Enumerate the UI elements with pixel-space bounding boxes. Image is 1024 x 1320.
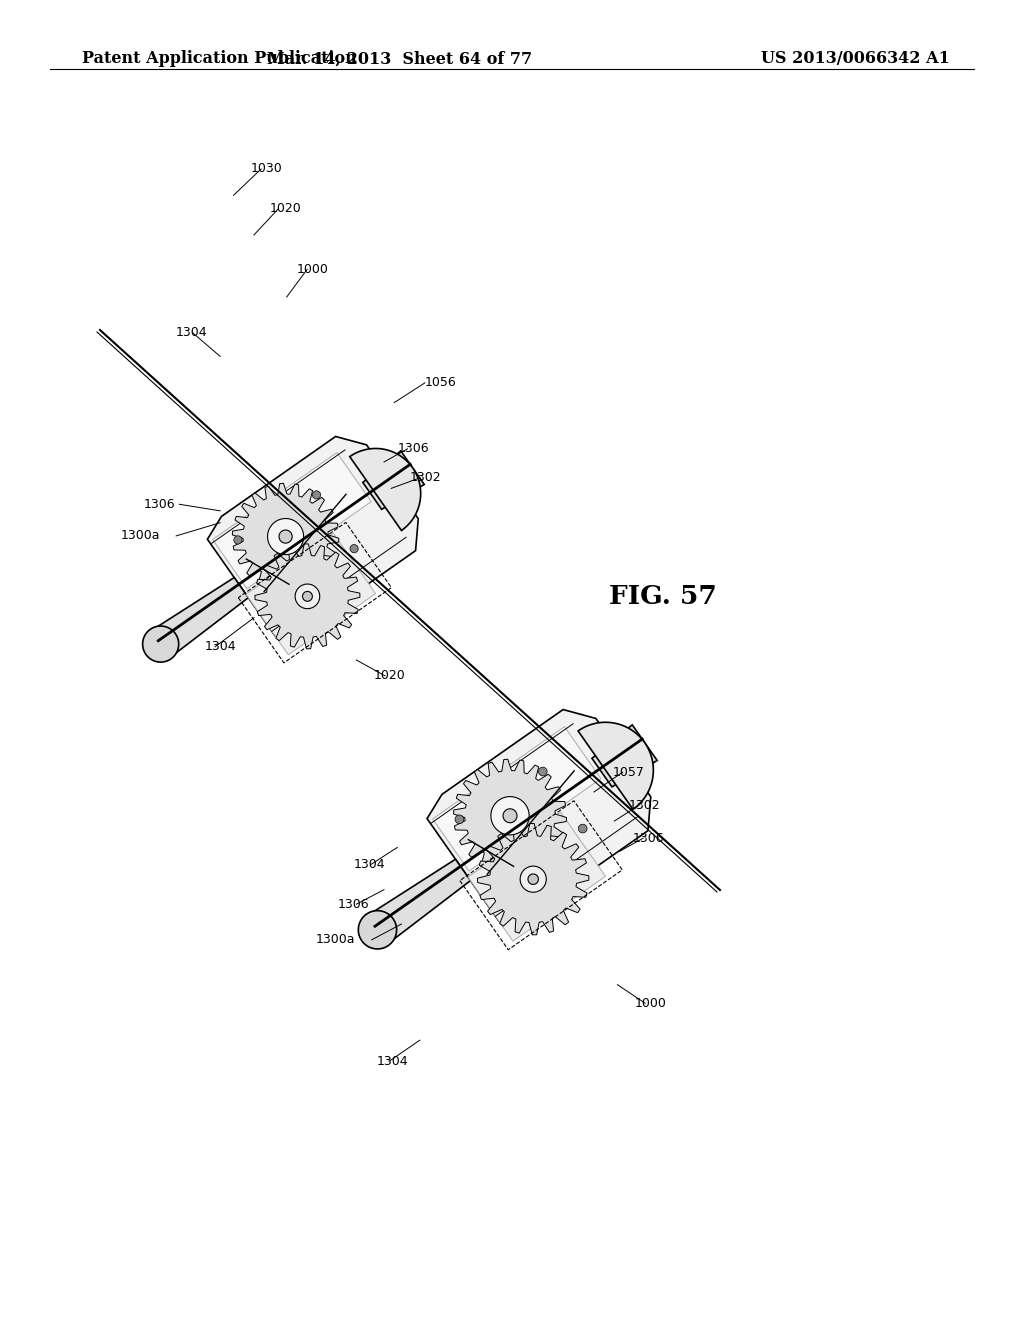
Polygon shape — [477, 824, 589, 935]
Text: 1020: 1020 — [374, 669, 406, 682]
Polygon shape — [213, 453, 372, 589]
Text: 1306: 1306 — [633, 832, 665, 845]
Polygon shape — [454, 759, 566, 873]
Polygon shape — [432, 726, 601, 871]
Polygon shape — [427, 710, 651, 921]
Text: 1300a: 1300a — [315, 933, 355, 946]
Text: 1030: 1030 — [251, 162, 283, 176]
Text: 1304: 1304 — [205, 640, 237, 653]
Polygon shape — [255, 544, 359, 649]
Polygon shape — [579, 824, 587, 833]
Text: 1000: 1000 — [297, 263, 329, 276]
Polygon shape — [362, 451, 424, 510]
Polygon shape — [592, 725, 657, 787]
Text: 1304: 1304 — [377, 1055, 409, 1068]
Polygon shape — [350, 449, 421, 531]
Polygon shape — [232, 483, 339, 590]
Polygon shape — [520, 866, 546, 892]
Text: 1000: 1000 — [635, 997, 667, 1010]
Polygon shape — [142, 626, 179, 663]
Text: US 2013/0066342 A1: US 2013/0066342 A1 — [761, 50, 950, 67]
Polygon shape — [295, 583, 319, 609]
Text: 1304: 1304 — [176, 326, 208, 339]
Text: 1306: 1306 — [338, 898, 370, 911]
Polygon shape — [539, 767, 547, 776]
Text: 1306: 1306 — [143, 498, 175, 511]
Polygon shape — [490, 796, 529, 834]
Polygon shape — [152, 578, 248, 657]
Text: 1057: 1057 — [612, 766, 644, 779]
Polygon shape — [528, 874, 539, 884]
Text: 1302: 1302 — [410, 471, 441, 484]
Text: 1302: 1302 — [629, 799, 660, 812]
Polygon shape — [368, 859, 470, 944]
Polygon shape — [503, 809, 517, 822]
Polygon shape — [468, 812, 605, 941]
Text: 1300a: 1300a — [121, 529, 161, 543]
Text: Patent Application Publication: Patent Application Publication — [82, 50, 356, 67]
Polygon shape — [455, 814, 464, 824]
Polygon shape — [279, 531, 292, 543]
Polygon shape — [302, 591, 312, 602]
Polygon shape — [246, 533, 376, 655]
Text: FIG. 57: FIG. 57 — [609, 585, 717, 609]
Text: 1020: 1020 — [269, 202, 301, 215]
Polygon shape — [579, 722, 653, 809]
Polygon shape — [208, 437, 418, 636]
Polygon shape — [267, 519, 304, 554]
Text: 1304: 1304 — [353, 858, 385, 871]
Text: Mar. 14, 2013  Sheet 64 of 77: Mar. 14, 2013 Sheet 64 of 77 — [267, 50, 532, 67]
Polygon shape — [233, 536, 242, 544]
Polygon shape — [312, 491, 321, 499]
Text: 1056: 1056 — [425, 376, 457, 389]
Polygon shape — [358, 911, 396, 949]
Polygon shape — [350, 545, 358, 553]
Text: 1306: 1306 — [397, 442, 429, 455]
